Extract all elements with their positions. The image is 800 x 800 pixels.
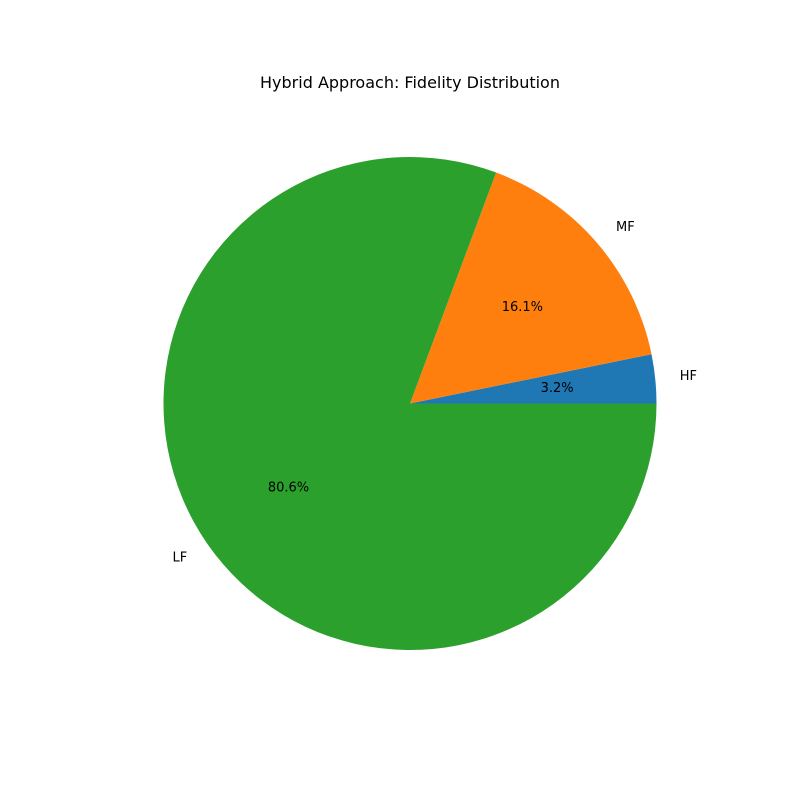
pct-label-lf: 80.6% [268,480,309,495]
pie-slice-lf [163,157,657,651]
pie-slice-mf [410,172,652,404]
pct-label-mf: 16.1% [502,300,543,315]
chart-title: Hybrid Approach: Fidelity Distribution [260,73,560,92]
slice-label-mf: MF [616,220,635,235]
slice-label-hf: HF [680,369,697,384]
slice-label-lf: LF [173,551,188,566]
pie-slice-hf [410,354,657,404]
pie-slices [163,157,657,651]
pct-label-hf: 3.2% [541,381,574,396]
pie-labels: HF 3.2% MF 16.1% LF 80.6% [173,220,698,566]
